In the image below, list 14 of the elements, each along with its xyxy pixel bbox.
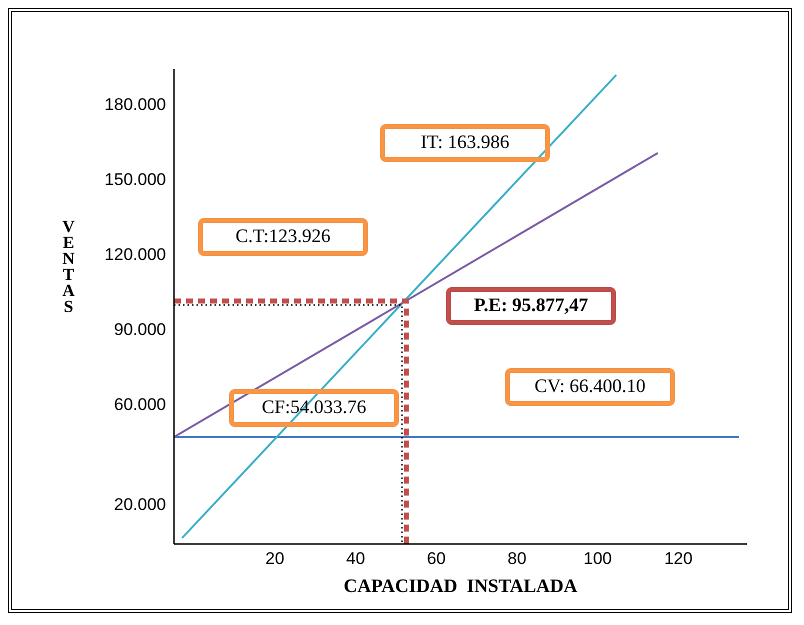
x-tick-label: 20 [265,549,284,568]
x-tick-label: 100 [584,549,612,568]
y-tick-label: 150.000 [104,170,166,190]
y-tick-label: 120.000 [104,245,166,264]
x-axis-title: CAPACIDAD INSTALADA [342,576,578,598]
y-tick-label: 180.000 [104,95,166,114]
x-tick-label: 120 [664,549,693,568]
x-tick-label: 80 [508,549,526,568]
y-tick-label: 90.000 [114,320,166,340]
y-tick-label: 60.000 [114,395,166,414]
x-tick-label: 40 [346,549,366,568]
x-tick-label: 60 [426,549,446,568]
y-axis-title: VENTAS [59,217,78,313]
y-tick-label: 20.000 [114,495,166,514]
